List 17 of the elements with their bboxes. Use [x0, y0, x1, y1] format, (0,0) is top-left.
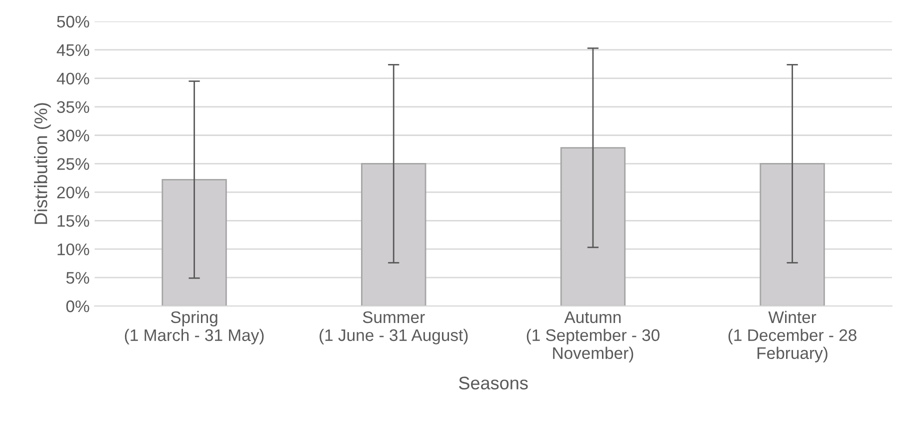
x-axis-title: Seasons — [458, 376, 528, 390]
x-tick-label: Winter (1 December - 28 February) — [728, 310, 856, 362]
y-tick-label: 5% — [66, 272, 90, 284]
x-tick-label: Autumn (1 September - 30 November) — [526, 311, 660, 362]
y-tick-label: 10% — [58, 243, 90, 256]
y-tick-label: 35% — [57, 101, 90, 113]
y-axis-title: Distribution (%) — [34, 103, 51, 224]
y-tick-label: 40% — [56, 72, 90, 85]
x-tick-label: Spring (1 March - 31 May) — [124, 310, 264, 344]
y-tick-label: 50% — [57, 16, 90, 28]
y-tick-label: 25% — [57, 158, 90, 170]
y-tick-label: 30% — [57, 130, 90, 142]
y-tick-label: 15% — [58, 215, 90, 227]
y-tick-label: 0% — [66, 300, 90, 312]
y-tick-label: 20% — [57, 186, 90, 198]
x-tick-label: Summer (1 June - 31 August) — [320, 311, 468, 344]
y-tick-label: 45% — [56, 44, 90, 56]
